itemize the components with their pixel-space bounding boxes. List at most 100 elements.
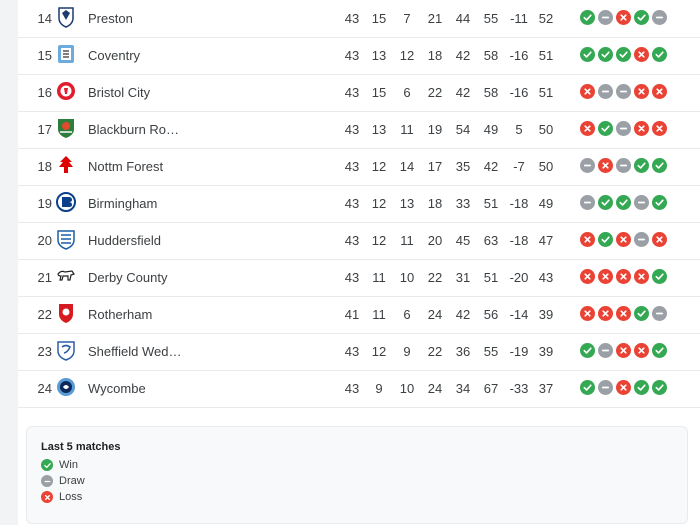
team-name-link[interactable]: Nottm Forest: [88, 159, 164, 174]
goals-against-cell: 58: [483, 85, 499, 100]
loss-icon[interactable]: [652, 121, 667, 136]
win-icon[interactable]: [580, 343, 595, 358]
draw-icon[interactable]: [652, 306, 667, 321]
bristol-city-crest-icon: [55, 80, 77, 102]
draw-icon[interactable]: [598, 380, 613, 395]
lost-cell: 20: [427, 233, 443, 248]
win-icon[interactable]: [652, 158, 667, 173]
table-row[interactable]: 24 Wycombe 43 9 10 24 34 67 -33 37: [18, 370, 700, 408]
win-icon[interactable]: [580, 47, 595, 62]
legend-item-draw: Draw: [41, 475, 85, 487]
win-icon[interactable]: [652, 47, 667, 62]
table-row[interactable]: 16 Bristol City 43 15 6 22 42 58 -16 51: [18, 74, 700, 112]
goals-for-cell: 44: [455, 11, 471, 26]
loss-icon[interactable]: [634, 269, 649, 284]
goals-against-cell: 51: [483, 270, 499, 285]
loss-icon[interactable]: [598, 306, 613, 321]
standings-card: 14 Preston 43 15 7 21 44 55 -11 52 15 Coventry 43 13 1…: [18, 0, 700, 525]
drawn-cell: 12: [399, 48, 415, 63]
loss-icon[interactable]: [616, 10, 631, 25]
draw-icon[interactable]: [652, 10, 667, 25]
win-icon[interactable]: [616, 195, 631, 210]
win-icon[interactable]: [598, 232, 613, 247]
table-row[interactable]: 17 Blackburn Ro… 43 13 11 19 54 49 5 50: [18, 111, 700, 149]
goals-for-cell: 42: [455, 85, 471, 100]
draw-icon[interactable]: [634, 195, 649, 210]
lost-cell: 24: [427, 307, 443, 322]
table-row[interactable]: 19 Birmingham 43 12 13 18 33 51 -18 49: [18, 185, 700, 223]
points-cell: 51: [538, 85, 554, 100]
loss-icon[interactable]: [580, 84, 595, 99]
win-icon[interactable]: [598, 121, 613, 136]
won-cell: 13: [371, 122, 387, 137]
team-name-link[interactable]: Huddersfield: [88, 233, 161, 248]
table-row[interactable]: 15 Coventry 43 13 12 18 42 58 -16 51: [18, 37, 700, 75]
loss-icon[interactable]: [652, 84, 667, 99]
table-row[interactable]: 18 Nottm Forest 43 12 14 17 35 42 -7 50: [18, 148, 700, 186]
draw-icon[interactable]: [616, 84, 631, 99]
loss-icon[interactable]: [598, 269, 613, 284]
team-name-link[interactable]: Wycombe: [88, 381, 146, 396]
loss-icon[interactable]: [598, 158, 613, 173]
win-icon[interactable]: [616, 47, 631, 62]
win-icon[interactable]: [634, 10, 649, 25]
team-name-link[interactable]: Sheffield Wed…: [88, 344, 182, 359]
team-name-link[interactable]: Preston: [88, 11, 133, 26]
table-row[interactable]: 20 Huddersfield 43 12 11 20 45 63 -18 47: [18, 222, 700, 260]
loss-icon[interactable]: [616, 306, 631, 321]
draw-icon[interactable]: [634, 232, 649, 247]
goal-difference-cell: -7: [513, 159, 525, 174]
loss-icon[interactable]: [634, 343, 649, 358]
loss-icon[interactable]: [652, 232, 667, 247]
loss-icon[interactable]: [616, 380, 631, 395]
won-cell: 9: [375, 381, 383, 396]
win-icon[interactable]: [634, 158, 649, 173]
win-icon[interactable]: [580, 10, 595, 25]
loss-icon[interactable]: [616, 343, 631, 358]
win-icon[interactable]: [634, 306, 649, 321]
team-name-link[interactable]: Blackburn Ro…: [88, 122, 180, 137]
win-icon[interactable]: [580, 380, 595, 395]
loss-icon[interactable]: [634, 84, 649, 99]
loss-icon[interactable]: [616, 232, 631, 247]
loss-icon[interactable]: [616, 269, 631, 284]
goals-against-cell: 55: [483, 11, 499, 26]
team-name-link[interactable]: Derby County: [88, 270, 168, 285]
table-row[interactable]: 23 Sheffield Wed… 43 12 9 22 36 55 -19 39: [18, 333, 700, 371]
position-number: 21: [37, 270, 52, 285]
draw-icon[interactable]: [598, 343, 613, 358]
win-icon[interactable]: [652, 195, 667, 210]
table-row[interactable]: 22 Rotherham 41 11 6 24 42 56 -14 39: [18, 296, 700, 334]
loss-icon[interactable]: [634, 121, 649, 136]
goals-for-cell: 42: [455, 48, 471, 63]
win-icon[interactable]: [634, 380, 649, 395]
draw-icon[interactable]: [580, 158, 595, 173]
team-name-link[interactable]: Birmingham: [88, 196, 158, 211]
draw-icon[interactable]: [616, 158, 631, 173]
win-icon[interactable]: [598, 47, 613, 62]
loss-icon[interactable]: [580, 306, 595, 321]
team-name-link[interactable]: Bristol City: [88, 85, 151, 100]
loss-icon[interactable]: [634, 47, 649, 62]
draw-icon[interactable]: [598, 84, 613, 99]
position-number: 19: [37, 196, 52, 211]
loss-icon[interactable]: [580, 269, 595, 284]
win-icon[interactable]: [652, 380, 667, 395]
win-icon[interactable]: [652, 269, 667, 284]
loss-icon[interactable]: [580, 121, 595, 136]
win-icon[interactable]: [652, 343, 667, 358]
position-number: 22: [37, 307, 52, 322]
table-row[interactable]: 14 Preston 43 15 7 21 44 55 -11 52: [18, 0, 700, 38]
loss-icon[interactable]: [580, 232, 595, 247]
points-cell: 37: [538, 381, 554, 396]
team-name-link[interactable]: Coventry: [88, 48, 141, 63]
last-five-form: [580, 121, 667, 136]
win-icon[interactable]: [598, 195, 613, 210]
draw-icon[interactable]: [598, 10, 613, 25]
table-row[interactable]: 21 Derby County 43 11 10 22 31 51 -20 43: [18, 259, 700, 297]
team-name-link[interactable]: Rotherham: [88, 307, 153, 322]
draw-icon[interactable]: [616, 121, 631, 136]
draw-icon[interactable]: [580, 195, 595, 210]
goals-for-cell: 33: [455, 196, 471, 211]
legend-loss-label: Loss: [59, 491, 83, 503]
